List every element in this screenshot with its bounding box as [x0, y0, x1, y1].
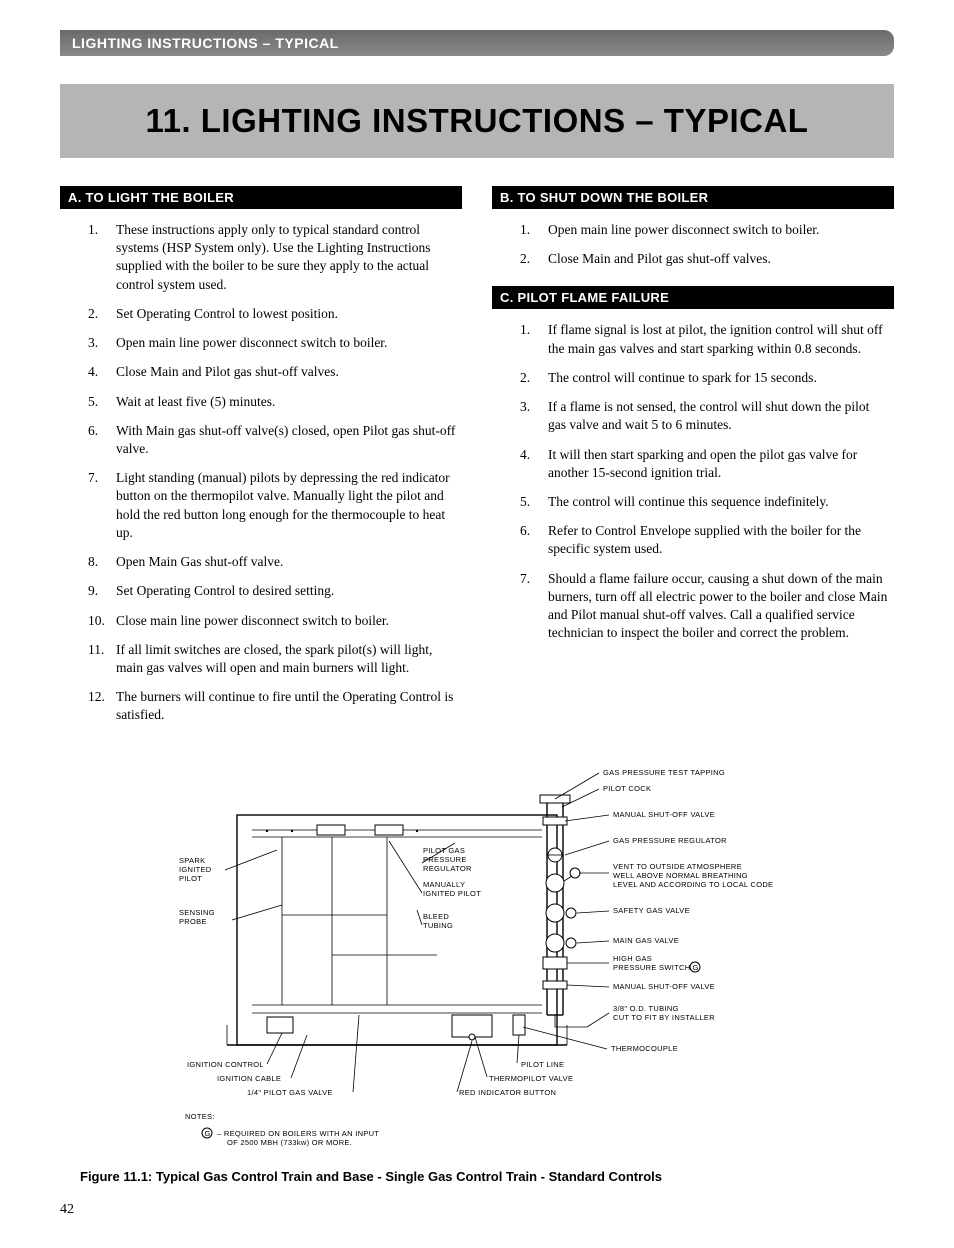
label-thermocouple: THERMOCOUPLE: [611, 1044, 678, 1053]
label-pilot-gas-pr-l1: PILOT GAS: [423, 846, 465, 855]
section-c-heading: C. PILOT FLAME FAILURE: [492, 286, 894, 309]
label-thermopilot-valve: THERMOPILOT VALVE: [489, 1074, 573, 1083]
label-safety-gas-valve: SAFETY GAS VALVE: [613, 906, 690, 915]
label-vent-l3: LEVEL AND ACCORDING TO LOCAL CODE: [613, 880, 773, 889]
label-manually-ignited-l2: IGNITED PILOT: [423, 889, 481, 898]
list-item: If all limit switches are closed, the sp…: [116, 641, 458, 677]
label-vent-l1: VENT TO OUTSIDE ATMOSPHERE: [613, 862, 742, 871]
label-bleed-tubing-l1: BLEED: [423, 912, 449, 921]
notes-heading: NOTES:: [185, 1112, 215, 1121]
label-sensing-probe-l1: SENSING: [179, 908, 215, 917]
section-b-heading: B. TO SHUT DOWN THE BOILER: [492, 186, 894, 209]
list-item: The control will continue this sequence …: [548, 493, 890, 511]
right-column: B. TO SHUT DOWN THE BOILER Open main lin…: [492, 186, 894, 743]
label-gas-pressure-regulator: GAS PRESSURE REGULATOR: [613, 836, 727, 845]
list-item: If flame signal is lost at pilot, the ig…: [548, 321, 890, 357]
label-ignition-control: IGNITION CONTROL: [187, 1060, 264, 1069]
label-bleed-tubing-l2: TUBING: [423, 921, 453, 930]
content-columns: A. TO LIGHT THE BOILER These instruction…: [60, 186, 894, 743]
label-high-gas-ps-l1: HIGH GAS: [613, 954, 652, 963]
gas-control-diagram: SPARK IGNITED PILOT SENSING PROBE IGNITI…: [117, 755, 837, 1155]
list-item: With Main gas shut-off valve(s) closed, …: [116, 422, 458, 458]
page-header-bar: LIGHTING INSTRUCTIONS – TYPICAL: [60, 30, 894, 56]
page-number: 42: [60, 1202, 894, 1218]
section-a-list: These instructions apply only to typical…: [60, 221, 462, 725]
label-pilot-cock: PILOT COCK: [603, 784, 651, 793]
list-item: The burners will continue to fire until …: [116, 688, 458, 724]
list-item: Wait at least five (5) minutes.: [116, 393, 458, 411]
main-title: 11. LIGHTING INSTRUCTIONS – TYPICAL: [60, 102, 894, 140]
label-spark-ignited-pilot-l3: PILOT: [179, 874, 202, 883]
figure-area: SPARK IGNITED PILOT SENSING PROBE IGNITI…: [60, 755, 894, 1184]
label-main-gas-valve: MAIN GAS VALVE: [613, 936, 679, 945]
list-item: These instructions apply only to typical…: [116, 221, 458, 294]
label-tubing-l1: 3/8" O.D. TUBING: [613, 1004, 679, 1013]
label-pilot-gas-pr-l3: REGULATOR: [423, 864, 472, 873]
main-title-box: 11. LIGHTING INSTRUCTIONS – TYPICAL: [60, 84, 894, 158]
list-item: Close main line power disconnect switch …: [116, 612, 458, 630]
list-item: Refer to Control Envelope supplied with …: [548, 522, 890, 558]
label-gas-pressure-test: GAS PRESSURE TEST TAPPING: [603, 768, 725, 777]
label-manually-ignited-l1: MANUALLY: [423, 880, 465, 889]
list-item: Set Operating Control to lowest position…: [116, 305, 458, 323]
notes-l1: – REQUIRED ON BOILERS WITH AN INPUT: [217, 1129, 379, 1138]
left-column: A. TO LIGHT THE BOILER These instruction…: [60, 186, 462, 743]
label-pilot-line: PILOT LINE: [521, 1060, 564, 1069]
list-item: Close Main and Pilot gas shut-off valves…: [548, 250, 890, 268]
list-item: Open Main Gas shut-off valve.: [116, 553, 458, 571]
label-manual-shutoff-2: MANUAL SHUT-OFF VALVE: [613, 982, 715, 991]
label-red-indicator-button: RED INDICATOR BUTTON: [459, 1088, 556, 1097]
label-sensing-probe-l2: PROBE: [179, 917, 207, 926]
list-item: The control will continue to spark for 1…: [548, 369, 890, 387]
list-item: Close Main and Pilot gas shut-off valves…: [116, 363, 458, 381]
list-item: Light standing (manual) pilots by depres…: [116, 469, 458, 542]
label-ignition-cable: IGNITION CABLE: [217, 1074, 281, 1083]
label-pilot-gas-pr-l2: PRESSURE: [423, 855, 467, 864]
section-c-list: If flame signal is lost at pilot, the ig…: [492, 321, 894, 642]
notes-badge: G: [205, 1129, 211, 1138]
figure-caption: Figure 11.1: Typical Gas Control Train a…: [60, 1169, 894, 1184]
list-item: If a flame is not sensed, the control wi…: [548, 398, 890, 434]
list-item: Set Operating Control to desired setting…: [116, 582, 458, 600]
list-item: It will then start sparking and open the…: [548, 446, 890, 482]
label-pilot-gas-valve: 1/4" PILOT GAS VALVE: [247, 1088, 333, 1097]
label-spark-ignited-pilot-l1: SPARK: [179, 856, 205, 865]
label-spark-ignited-pilot-l2: IGNITED: [179, 865, 212, 874]
section-a-heading: A. TO LIGHT THE BOILER: [60, 186, 462, 209]
list-item: Open main line power disconnect switch t…: [116, 334, 458, 352]
notes-l2: OF 2500 MBH (733kw) OR MORE.: [227, 1138, 352, 1147]
list-item: Open main line power disconnect switch t…: [548, 221, 890, 239]
label-manual-shutoff-1: MANUAL SHUT-OFF VALVE: [613, 810, 715, 819]
label-high-gas-ps-badge: G: [693, 963, 699, 972]
label-tubing-l2: CUT TO FIT BY INSTALLER: [613, 1013, 715, 1022]
section-b-list: Open main line power disconnect switch t…: [492, 221, 894, 268]
list-item: Should a flame failure occur, causing a …: [548, 570, 890, 643]
label-vent-l2: WELL ABOVE NORMAL BREATHING: [613, 871, 748, 880]
label-high-gas-ps-l2: PRESSURE SWITCH: [613, 963, 690, 972]
